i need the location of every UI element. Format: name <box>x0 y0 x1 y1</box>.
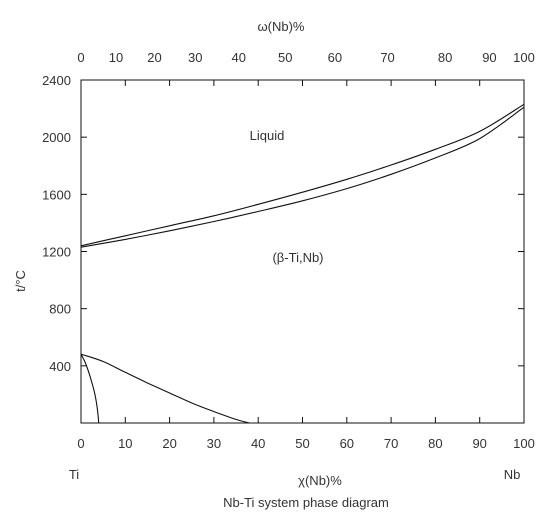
x-tick-label: 90 <box>472 436 486 451</box>
y-tick-label: 2000 <box>42 130 71 145</box>
top-tick-label: 60 <box>328 50 342 65</box>
x-tick-label: 0 <box>77 436 84 451</box>
nb-end-label: Nb <box>504 467 521 482</box>
top-tick-label: 100 <box>513 50 535 65</box>
top-axis-label: ω(Nb)% <box>258 19 305 34</box>
top-tick-label: 20 <box>147 50 161 65</box>
x-tick-label: 10 <box>118 436 132 451</box>
x-tick-label: 80 <box>428 436 442 451</box>
ti-end-label: Ti <box>69 467 79 482</box>
x-axis-label: χ(Nb)% <box>298 473 342 488</box>
x-tick-label: 60 <box>340 436 354 451</box>
y-tick-label: 2400 <box>42 73 71 88</box>
x-tick-label: 70 <box>384 436 398 451</box>
y-tick-label: 1600 <box>42 187 71 202</box>
alpha-solvus-curve <box>80 353 100 424</box>
x-tick-label: 40 <box>251 436 265 451</box>
x-tick-label: 100 <box>513 436 535 451</box>
y-tick-label: 800 <box>49 302 71 317</box>
top-tick-label: 0 <box>77 50 84 65</box>
top-tick-label: 90 <box>482 50 496 65</box>
top-tick-label: 10 <box>109 50 123 65</box>
x-tick-label: 50 <box>295 436 309 451</box>
x-tick-label: 30 <box>207 436 221 451</box>
axes-layer: 0 10 20 30 40 50 60 70 80 90 100 0 10 20 30 40 50 60 70 80 9… <box>42 50 535 451</box>
top-tick-label: 70 <box>380 50 394 65</box>
top-tick-label: 80 <box>438 50 452 65</box>
x-tick-label: 20 <box>162 436 176 451</box>
y-tick-label: 400 <box>49 359 71 374</box>
region-label-beta: (β-Ti,Nb) <box>272 250 323 265</box>
chart-caption: Nb-Ti system phase diagram <box>223 495 389 510</box>
liquidus-curve <box>80 103 525 247</box>
beta-transus-curve <box>80 353 250 424</box>
curves-layer <box>80 103 525 424</box>
top-tick-label: 30 <box>188 50 202 65</box>
y-axis-label: t/°C <box>13 270 28 292</box>
y-tick-label: 1200 <box>42 245 71 260</box>
top-tick-label: 50 <box>278 50 292 65</box>
solidus-curve <box>80 106 525 248</box>
region-label-liquid: Liquid <box>250 128 285 143</box>
top-tick-label: 40 <box>231 50 245 65</box>
labels-layer: ω(Nb)% χ(Nb)% Ti Nb Nb-Ti system phase d… <box>13 19 520 510</box>
